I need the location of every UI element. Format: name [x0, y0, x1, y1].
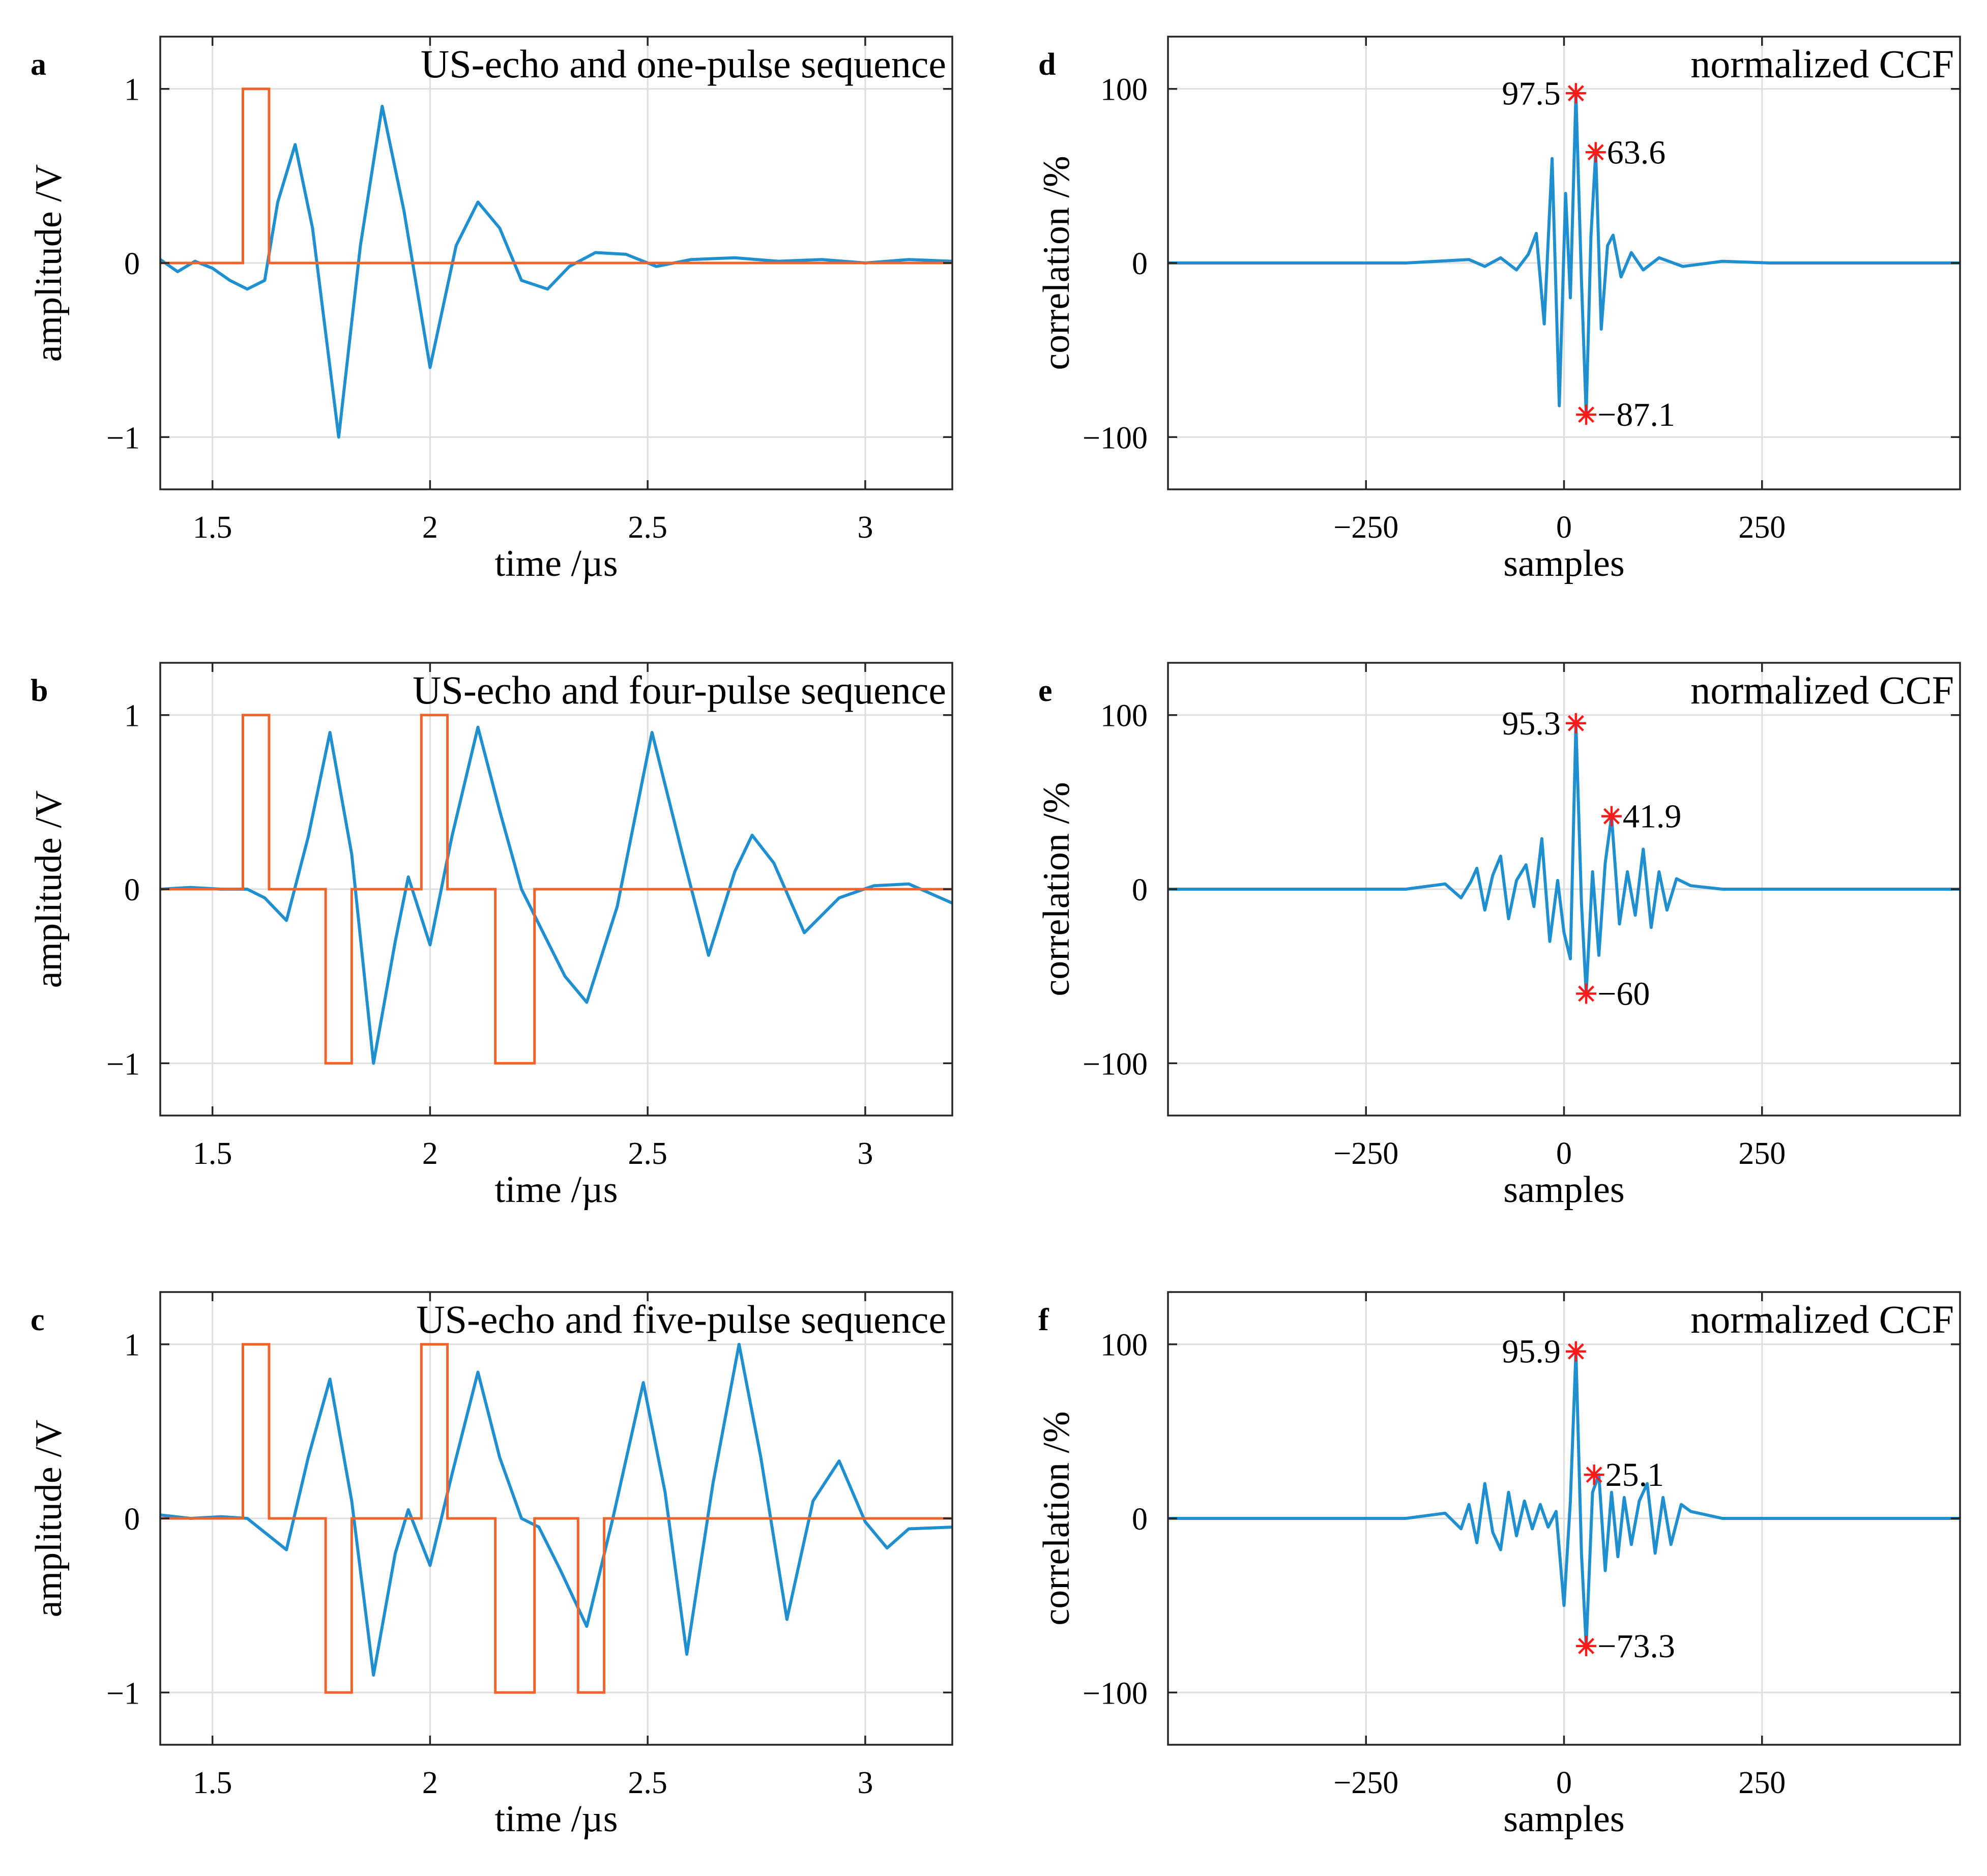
peak-label: 41.9	[1623, 798, 1682, 835]
x-tick-label: 0	[1556, 1136, 1572, 1171]
x-tick-label: 250	[1738, 1136, 1786, 1171]
panel-f: 95.9 25.1 −73.3 −250 0 250 −100 0 100 samples corr…	[1036, 1291, 1961, 1840]
x-tick-label: 1.5	[193, 1136, 232, 1171]
x-tick-label: 2.5	[628, 1136, 667, 1171]
x-tick-label: −250	[1333, 1766, 1398, 1800]
y-tick-label: 0	[124, 247, 140, 281]
y-axis-label: amplitude /V	[28, 1420, 70, 1617]
y-tick-label: 100	[1100, 73, 1148, 107]
series-us-echo	[160, 725, 952, 1065]
peak-label: −87.1	[1597, 396, 1675, 433]
series-normalized-ccf	[1168, 721, 1960, 995]
panel-a: 1.5 2 2.5 3 −1 0 1 time /µs amplitude /V US-echo …	[28, 36, 953, 584]
x-tick-label: 3	[857, 1766, 873, 1800]
peak-marker	[1565, 83, 1586, 104]
x-axis-label: time /µs	[494, 543, 618, 584]
series-us-echo	[160, 1342, 952, 1677]
x-tick-label: 2	[422, 1766, 438, 1800]
y-tick-label: −1	[106, 1676, 140, 1711]
peak-marker	[1576, 1635, 1597, 1656]
chart-title: US-echo and four-pulse sequence	[413, 668, 946, 712]
series-four-pulse-sequence	[160, 714, 952, 1065]
y-tick-label: −100	[1083, 1676, 1148, 1711]
series-five-pulse-sequence	[160, 1343, 952, 1694]
x-axis-label: samples	[1503, 543, 1624, 584]
y-tick-label: −1	[106, 421, 140, 455]
chart-title: US-echo and one-pulse sequence	[421, 42, 946, 86]
x-tick-label: 1.5	[193, 510, 232, 545]
panel-letter: e	[1038, 673, 1053, 708]
panel-letter: c	[31, 1303, 45, 1337]
peak-marker	[1565, 713, 1586, 734]
peak-label: −60	[1597, 975, 1650, 1012]
peak-marker	[1584, 1464, 1604, 1485]
y-axis-label: amplitude /V	[28, 164, 70, 362]
y-tick-label: 100	[1100, 1328, 1148, 1363]
x-tick-label: 0	[1556, 1766, 1572, 1800]
peak-label: 97.5	[1502, 75, 1561, 112]
panel-c: 1.5 2 2.5 3 −1 0 1 time /µs amplitude /V US-echo …	[28, 1291, 953, 1840]
series-one-pulse-sequence	[160, 87, 952, 265]
peak-marker	[1576, 983, 1597, 1004]
peak-marker	[1576, 404, 1597, 425]
series-normalized-ccf	[1168, 92, 1960, 417]
series-us-echo	[160, 104, 952, 439]
x-tick-label: 3	[857, 510, 873, 545]
peak-label: 95.9	[1502, 1333, 1561, 1370]
x-tick-label: 0	[1556, 510, 1572, 545]
peak-label: 95.3	[1502, 705, 1561, 742]
chart-title: normalized CCF	[1690, 42, 1954, 86]
x-tick-label: 2	[422, 510, 438, 545]
x-tick-label: 2.5	[628, 1766, 667, 1800]
y-tick-label: 0	[1132, 1502, 1148, 1537]
x-tick-label: 1.5	[193, 1766, 232, 1800]
y-tick-label: 100	[1100, 699, 1148, 734]
x-tick-label: 2.5	[628, 510, 667, 545]
x-axis-label: samples	[1503, 1169, 1624, 1211]
peak-label: −73.3	[1597, 1628, 1675, 1665]
y-tick-label: 0	[124, 873, 140, 907]
y-tick-label: 1	[124, 699, 140, 734]
panel-b: 1.5 2 2.5 3 −1 0 1 time /µs amplitude /V US-echo …	[28, 662, 953, 1211]
y-tick-label: 1	[124, 1328, 140, 1363]
x-tick-label: −250	[1333, 510, 1398, 545]
panel-letter: b	[31, 673, 48, 708]
y-tick-label: −1	[106, 1047, 140, 1081]
y-axis-label: correlation /%	[1036, 782, 1077, 996]
panel-e: 95.3 41.9 −60 −250 0 250 −100 0 100 samples correl…	[1036, 662, 1961, 1211]
panel-letter: f	[1038, 1303, 1049, 1337]
x-tick-label: 2	[422, 1136, 438, 1171]
peak-label: 63.6	[1607, 134, 1666, 171]
panel-letter: d	[1038, 47, 1056, 82]
x-axis-label: time /µs	[494, 1798, 618, 1840]
y-tick-label: 0	[1132, 247, 1148, 281]
panel-letter: a	[31, 47, 46, 82]
x-axis-label: samples	[1503, 1798, 1624, 1840]
peak-label: 25.1	[1605, 1456, 1664, 1493]
x-tick-label: −250	[1333, 1136, 1398, 1171]
peak-marker	[1565, 1341, 1586, 1362]
y-tick-label: 0	[1132, 873, 1148, 907]
x-tick-label: 3	[857, 1136, 873, 1171]
y-tick-label: 0	[124, 1502, 140, 1537]
x-tick-label: 250	[1738, 510, 1786, 545]
panel-d: 97.5 63.6 −87.1 −250 0 250 −100 0 100 samples corr…	[1036, 36, 1961, 584]
y-axis-label: correlation /%	[1036, 156, 1077, 370]
peak-marker	[1585, 142, 1606, 163]
y-tick-label: −100	[1083, 421, 1148, 455]
y-tick-label: −100	[1083, 1047, 1148, 1081]
chart-title: normalized CCF	[1690, 668, 1954, 712]
chart-title: US-echo and five-pulse sequence	[416, 1297, 946, 1341]
y-tick-label: 1	[124, 73, 140, 107]
x-tick-label: 250	[1738, 1766, 1786, 1800]
y-axis-label: amplitude /V	[28, 790, 70, 988]
x-axis-label: time /µs	[494, 1169, 618, 1211]
y-axis-label: correlation /%	[1036, 1411, 1077, 1625]
chart-title: normalized CCF	[1690, 1297, 1954, 1341]
peak-marker	[1601, 806, 1622, 827]
